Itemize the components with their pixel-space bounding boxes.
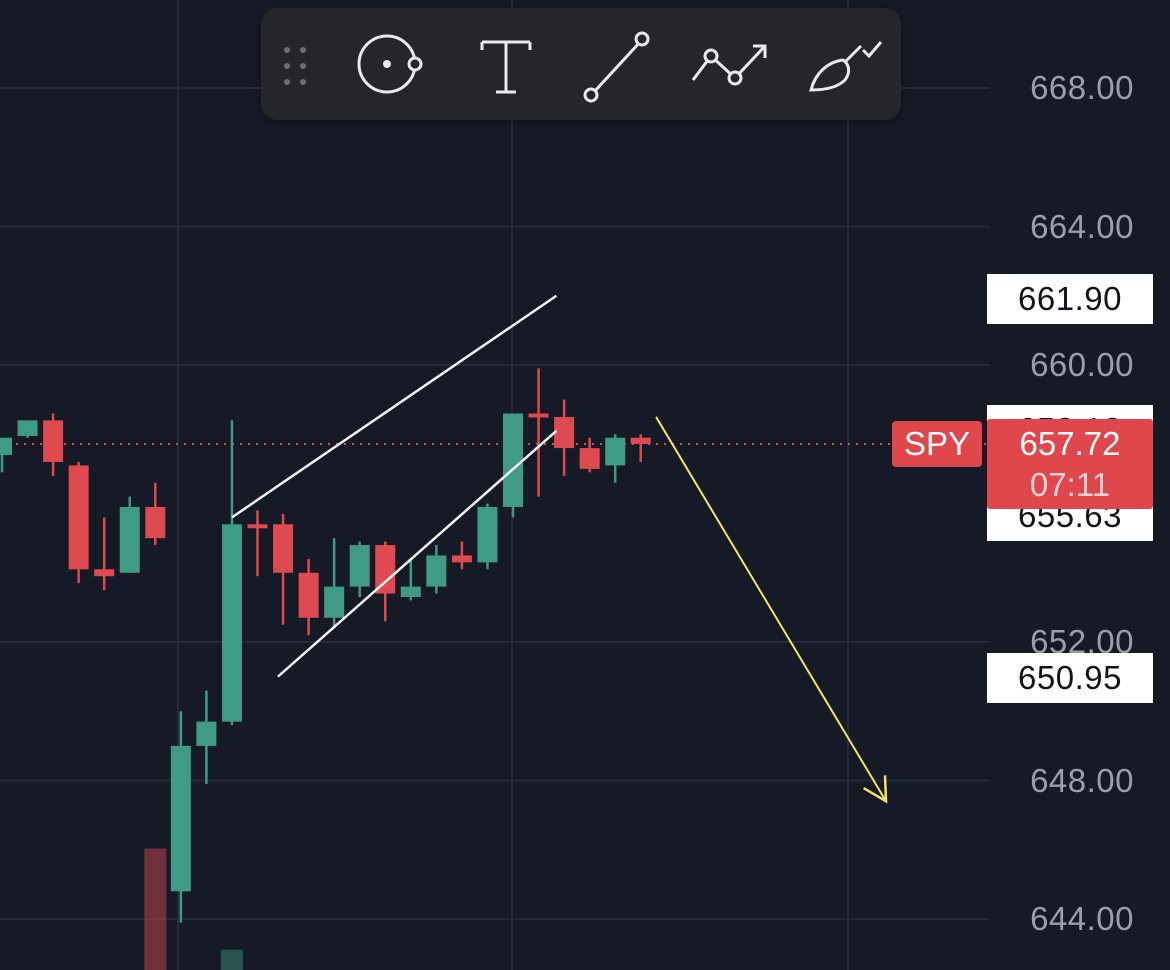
candle-body[interactable]	[145, 506, 166, 539]
current-price-badge: 657.72 07:11	[987, 419, 1153, 509]
candle-body[interactable]	[17, 420, 38, 436]
axis-tick-label: 668.00	[1030, 69, 1134, 106]
candle-body[interactable]	[554, 416, 575, 449]
grid	[0, 0, 990, 970]
text-tool-icon[interactable]	[466, 28, 546, 108]
channel-trend-line[interactable]	[231, 294, 558, 519]
candle-body[interactable]	[400, 586, 421, 597]
price-marker-661[interactable]: 661.90	[987, 274, 1153, 325]
candle-body[interactable]	[579, 448, 600, 469]
candle-body[interactable]	[43, 420, 64, 462]
candle-body[interactable]	[247, 524, 268, 529]
axis-tick-label: 648.00	[1030, 761, 1134, 799]
candle-body[interactable]	[528, 413, 549, 418]
candle-body[interactable]	[375, 545, 396, 594]
candle-body[interactable]	[324, 586, 345, 618]
candle-body[interactable]	[273, 524, 294, 573]
candle-body[interactable]	[221, 524, 242, 722]
candle-body[interactable]	[349, 545, 370, 587]
forecast-arrow-line[interactable]	[655, 416, 887, 802]
current-price-value: 657.72	[1019, 425, 1121, 462]
drawings[interactable]	[231, 294, 888, 804]
candle-body[interactable]	[605, 437, 626, 466]
candle-body[interactable]	[451, 555, 472, 563]
price-marker-650[interactable]: 650.95	[987, 653, 1153, 704]
axis-tick-label: 660.00	[1030, 346, 1134, 383]
symbol-badge: SPY	[892, 421, 982, 467]
candle-body[interactable]	[170, 745, 191, 892]
candle-body[interactable]	[94, 569, 115, 577]
candle-body[interactable]	[630, 437, 651, 444]
candle-body[interactable]	[298, 572, 319, 618]
axis-tick-label: 644.00	[1030, 900, 1134, 937]
volume-bar	[220, 949, 243, 970]
forecast-arrow-head[interactable]	[862, 775, 888, 804]
line-tool-icon[interactable]	[579, 28, 659, 108]
bar-countdown: 07:11	[1029, 466, 1111, 503]
candle-body[interactable]	[0, 437, 12, 456]
channel-trend-line[interactable]	[277, 429, 558, 678]
candle-body[interactable]	[503, 413, 523, 507]
candle-body[interactable]	[119, 506, 140, 573]
drawing-toolbar	[261, 8, 901, 120]
axis-tick-label: 664.00	[1030, 207, 1134, 245]
candle-body[interactable]	[477, 506, 498, 563]
candle-body[interactable]	[196, 721, 217, 746]
path-tool-icon[interactable]	[689, 28, 769, 108]
drag-handle-icon[interactable]	[279, 44, 315, 92]
volume-bars	[144, 848, 243, 970]
candles[interactable]	[0, 368, 651, 923]
candle-body[interactable]	[68, 465, 89, 570]
brush-tool-icon[interactable]	[805, 28, 885, 108]
volume-bar	[144, 848, 167, 970]
circle-tool-icon[interactable]	[351, 28, 431, 108]
candle-body[interactable]	[426, 555, 447, 587]
